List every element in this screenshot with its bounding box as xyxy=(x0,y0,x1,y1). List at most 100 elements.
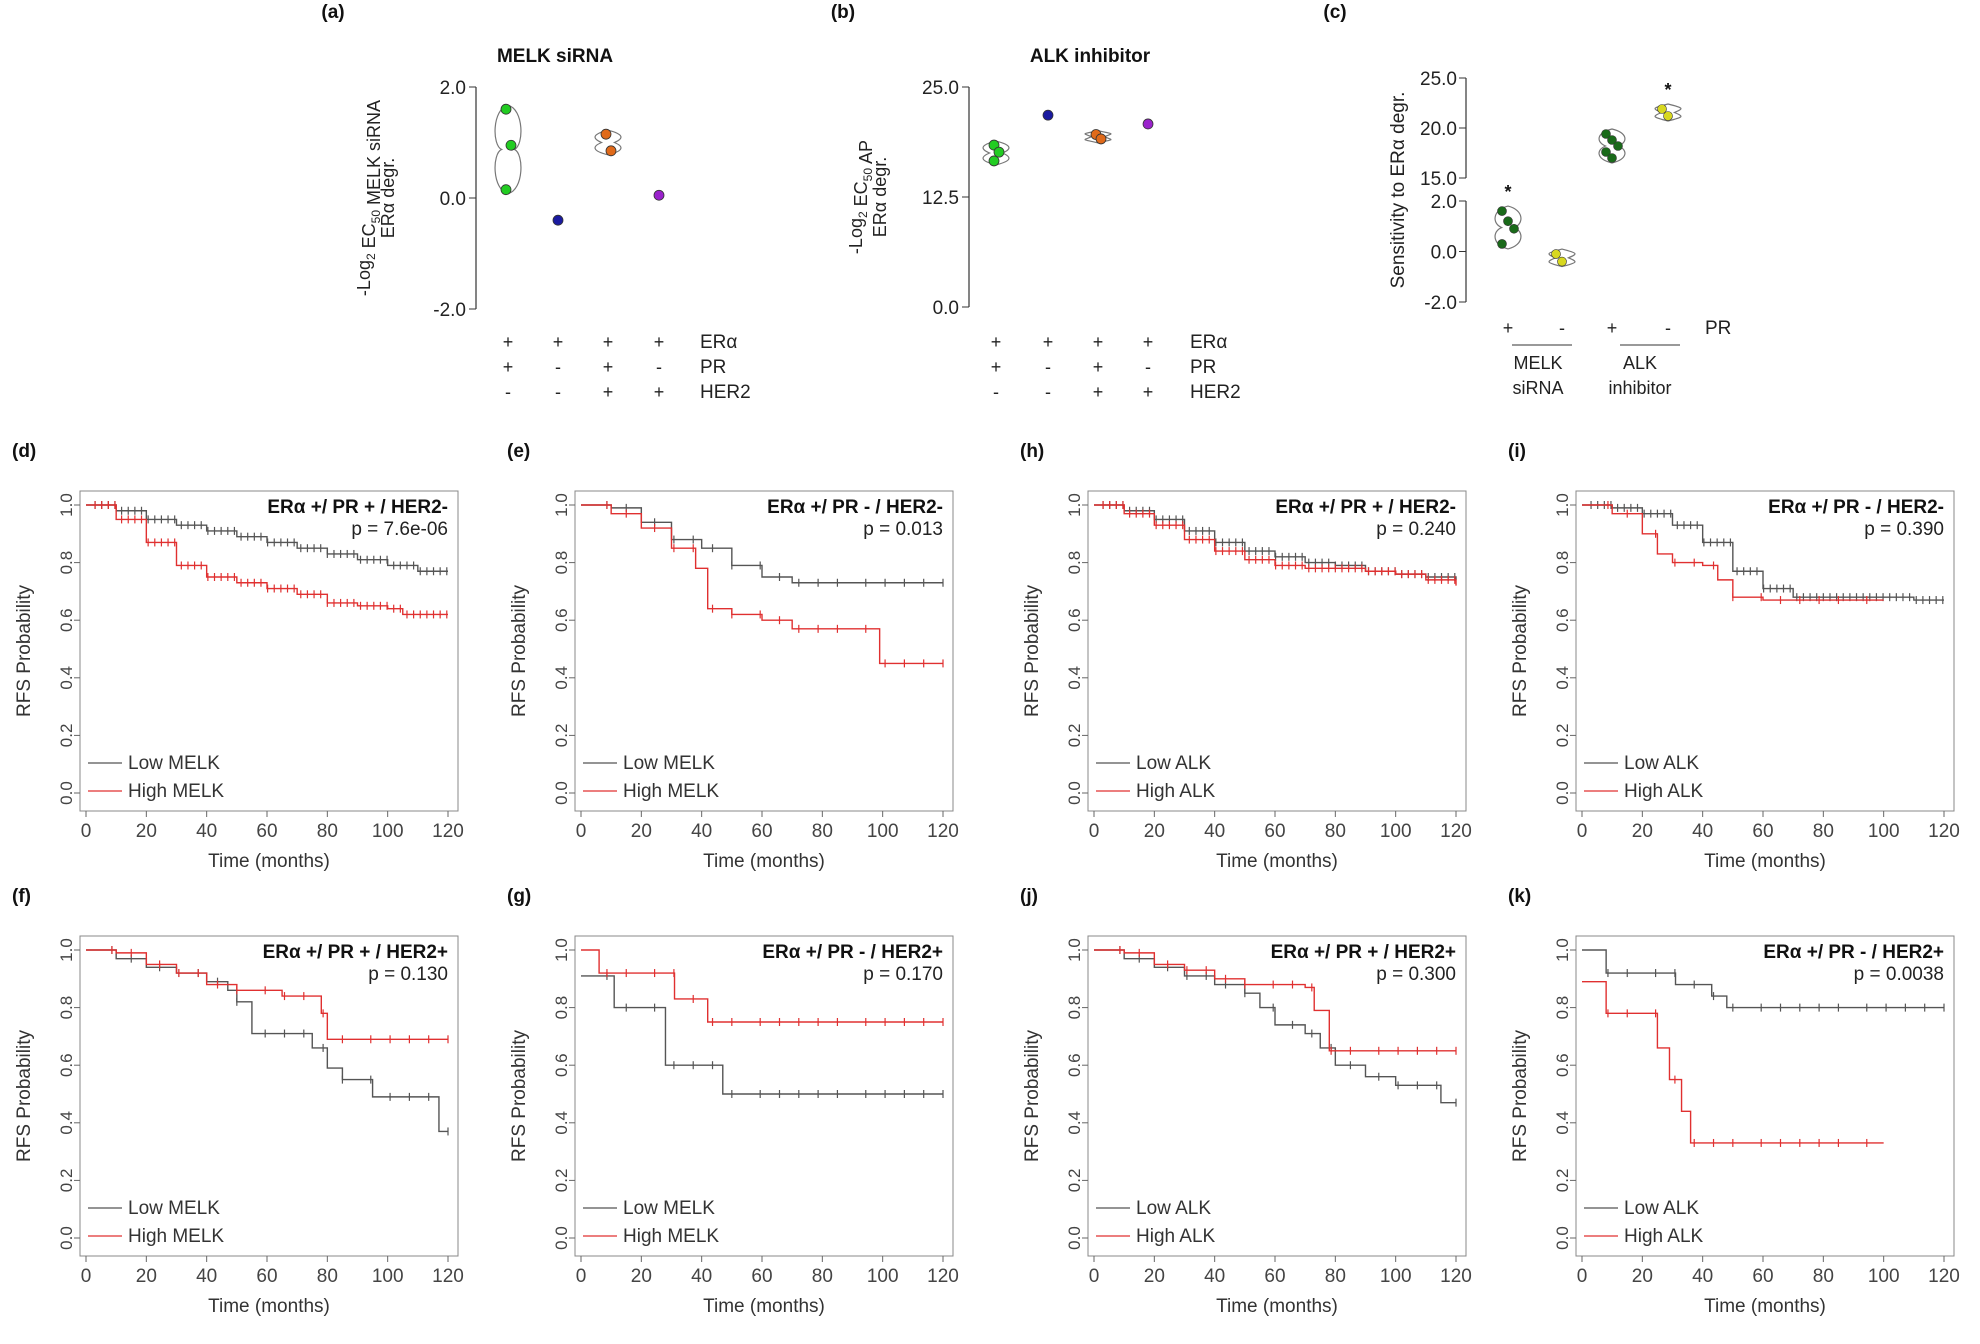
sign-cell: + xyxy=(1043,332,1054,352)
x-tick-label: 100 xyxy=(1380,1266,1412,1287)
panel-title: ERα +/ PR - / HER2- xyxy=(1768,497,1944,518)
x-tick-label: 60 xyxy=(256,821,277,842)
y-tick-label: 0.2 xyxy=(1065,724,1084,748)
y-tick-label: 0.6 xyxy=(57,1053,76,1077)
sign-cell: - xyxy=(1559,318,1565,338)
y-axis-label: -Log2 EC50 AP xyxy=(846,140,876,254)
x-tick-label: 0 xyxy=(1089,821,1100,842)
y-tick-label: 0.8 xyxy=(552,996,571,1020)
panel-title: MELK siRNA xyxy=(497,46,613,67)
y-tick-label: 0.2 xyxy=(57,724,76,748)
plot-frame xyxy=(574,490,954,812)
panel-label: (e) xyxy=(507,441,530,462)
x-tick-label: 100 xyxy=(372,821,404,842)
km-curve-high-alk xyxy=(1094,504,1457,586)
row-label: ERα xyxy=(1190,332,1227,353)
km-curve-high-melk xyxy=(581,949,943,1023)
x-tick-label: 80 xyxy=(1813,1266,1834,1287)
y-tick-label: 25.0 xyxy=(1420,69,1457,90)
plot-frame xyxy=(1575,935,1955,1257)
panel-title: ERα +/ PR + / HER2- xyxy=(1275,497,1456,518)
y-axis-label-part: 2 xyxy=(856,211,870,218)
y-axis-label-part: AP xyxy=(856,140,876,168)
data-point xyxy=(653,189,665,201)
x-tick-label: 120 xyxy=(1928,1266,1960,1287)
y-tick-label: 0.8 xyxy=(552,551,571,575)
y-tick-label: 0.2 xyxy=(1553,724,1572,748)
x-tick-label: 40 xyxy=(691,1266,712,1287)
legend-label: Low MELK xyxy=(128,753,220,774)
x-tick-label: 40 xyxy=(196,821,217,842)
x-tick-label: 60 xyxy=(1264,1266,1285,1287)
km-panel-e: (e) 0.0 0.2 0.4 0.6 0.8 1.0 0 20 40 60 80 100 120 Time… xyxy=(507,441,959,872)
legend-label: High ALK xyxy=(1624,1226,1704,1247)
panel-title: ERα +/ PR + / HER2- xyxy=(267,497,448,518)
data-point xyxy=(605,145,617,157)
y-tick-label: 0.0 xyxy=(440,189,466,210)
y-tick-label: 0.0 xyxy=(1553,1226,1572,1250)
legend-label: Low ALK xyxy=(1136,753,1211,774)
data-point xyxy=(552,214,564,226)
row-label: HER2 xyxy=(1190,382,1241,403)
data-point xyxy=(1497,206,1507,216)
data-point xyxy=(1601,129,1611,139)
p-value: p = 0.240 xyxy=(1376,519,1456,540)
km-curve-high-melk xyxy=(581,504,943,665)
panel-title: ERα +/ PR - / HER2- xyxy=(767,497,943,518)
x-tick-label: 80 xyxy=(317,821,338,842)
y-axis-label-part: 2 xyxy=(364,253,378,260)
y-tick-label: 1.0 xyxy=(57,938,76,962)
y-tick-label: 0.4 xyxy=(552,1111,571,1135)
x-tick-label: 120 xyxy=(1928,821,1960,842)
km-panel-j: (j) 0.0 0.2 0.4 0.6 0.8 1.0 0 20 40 60 80 100 120 Time… xyxy=(1020,886,1472,1317)
data-point xyxy=(1657,104,1667,114)
data-point xyxy=(500,184,512,196)
data-point xyxy=(988,155,1000,167)
x-tick-label: 0 xyxy=(576,821,587,842)
y-axis-label: RFS Probability xyxy=(1022,585,1043,717)
x-axis-label: Time (months) xyxy=(703,1296,825,1317)
y-tick-label: 1.0 xyxy=(1065,493,1084,517)
panel-label: (j) xyxy=(1020,886,1038,907)
x-tick-label: 20 xyxy=(136,821,157,842)
y-axis-label: RFS Probability xyxy=(509,1030,530,1162)
x-axis-label: Time (months) xyxy=(208,851,330,872)
km-curve-low-melk xyxy=(86,949,448,1133)
data-point xyxy=(1663,111,1673,121)
p-value: p = 0.013 xyxy=(863,519,943,540)
y-tick-label: 0.0 xyxy=(1431,243,1457,264)
y-tick-label: 1.0 xyxy=(552,938,571,962)
panel-title: ERα +/ PR - / HER2+ xyxy=(1763,942,1944,963)
panel-label: (f) xyxy=(12,886,31,907)
y-tick-label: 0.4 xyxy=(1065,1111,1084,1135)
p-value: p = 0.0038 xyxy=(1854,964,1944,985)
plot-frame xyxy=(79,935,459,1257)
sign-cell: + xyxy=(1503,318,1514,338)
x-tick-label: 100 xyxy=(1868,821,1900,842)
y-axis-label-part: EC xyxy=(851,181,871,211)
km-curve-high-melk xyxy=(86,949,448,1040)
km-curve-high-alk xyxy=(1094,949,1456,1052)
x-tick-label: 20 xyxy=(631,821,652,842)
y-tick-label: 0.6 xyxy=(1553,1053,1572,1077)
x-tick-label: 40 xyxy=(1204,1266,1225,1287)
x-axis-label: Time (months) xyxy=(1704,1296,1826,1317)
y-tick-label: 0.2 xyxy=(552,1169,571,1193)
sign-cell: + xyxy=(603,357,614,377)
x-tick-label: 0 xyxy=(1577,821,1588,842)
x-tick-label: 80 xyxy=(1813,821,1834,842)
y-axis-label: RFS Probability xyxy=(509,585,530,717)
y-tick-label: 1.0 xyxy=(1553,938,1572,962)
y-tick-label: 15.0 xyxy=(1420,169,1457,190)
x-tick-label: 120 xyxy=(1440,1266,1472,1287)
y-tick-label: 1.0 xyxy=(57,493,76,517)
km-curve-low-alk xyxy=(1582,949,1944,1009)
data-point xyxy=(505,139,517,151)
y-axis-label-part: 50 xyxy=(861,168,875,182)
x-tick-label: 120 xyxy=(927,1266,959,1287)
y-tick-label: 2.0 xyxy=(440,78,466,99)
panel-label: (c) xyxy=(1323,2,1346,23)
sign-cell: + xyxy=(654,332,665,352)
p-value: p = 0.390 xyxy=(1864,519,1944,540)
data-point xyxy=(1557,256,1567,267)
